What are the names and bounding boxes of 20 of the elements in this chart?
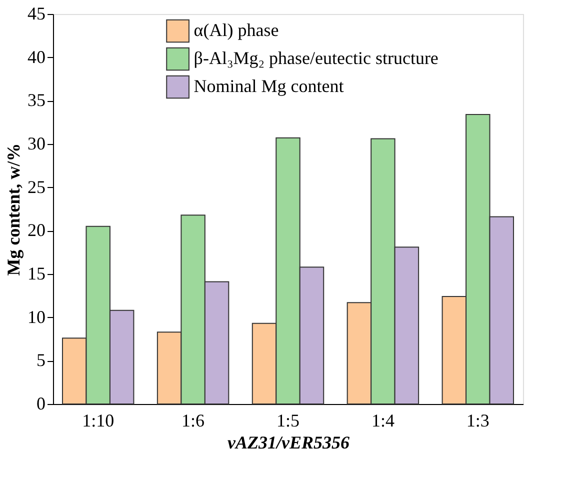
x-tick-label: 1:6: [182, 410, 205, 430]
y-tick-label: 10: [28, 306, 46, 327]
legend-label: β-Al₃Mg₂ phase/eutectic structure: [194, 48, 438, 68]
x-axis-title: vAZ31/vER5356: [228, 432, 350, 452]
y-tick-label: 5: [36, 350, 46, 370]
y-tick-label: 40: [28, 46, 46, 67]
legend-label: Nominal Mg content: [194, 76, 344, 96]
y-tick-label: 15: [28, 264, 46, 284]
y-tick-label: 25: [28, 176, 46, 197]
y-tick-label: 30: [28, 134, 46, 154]
y-tick-label: 0: [36, 394, 46, 414]
y-tick-label: 45: [28, 4, 46, 24]
x-tick-label: 1:4: [371, 410, 394, 430]
legend-label: α(Al) phase: [194, 20, 279, 40]
y-tick-label: 35: [28, 90, 46, 110]
x-tick-label: 1:10: [82, 410, 114, 430]
y-axis-title: Mg content, w/%: [4, 143, 24, 276]
x-tick-label: 1:5: [276, 410, 300, 430]
y-tick-label: 20: [28, 220, 46, 240]
x-tick-label: 1:3: [466, 410, 490, 430]
